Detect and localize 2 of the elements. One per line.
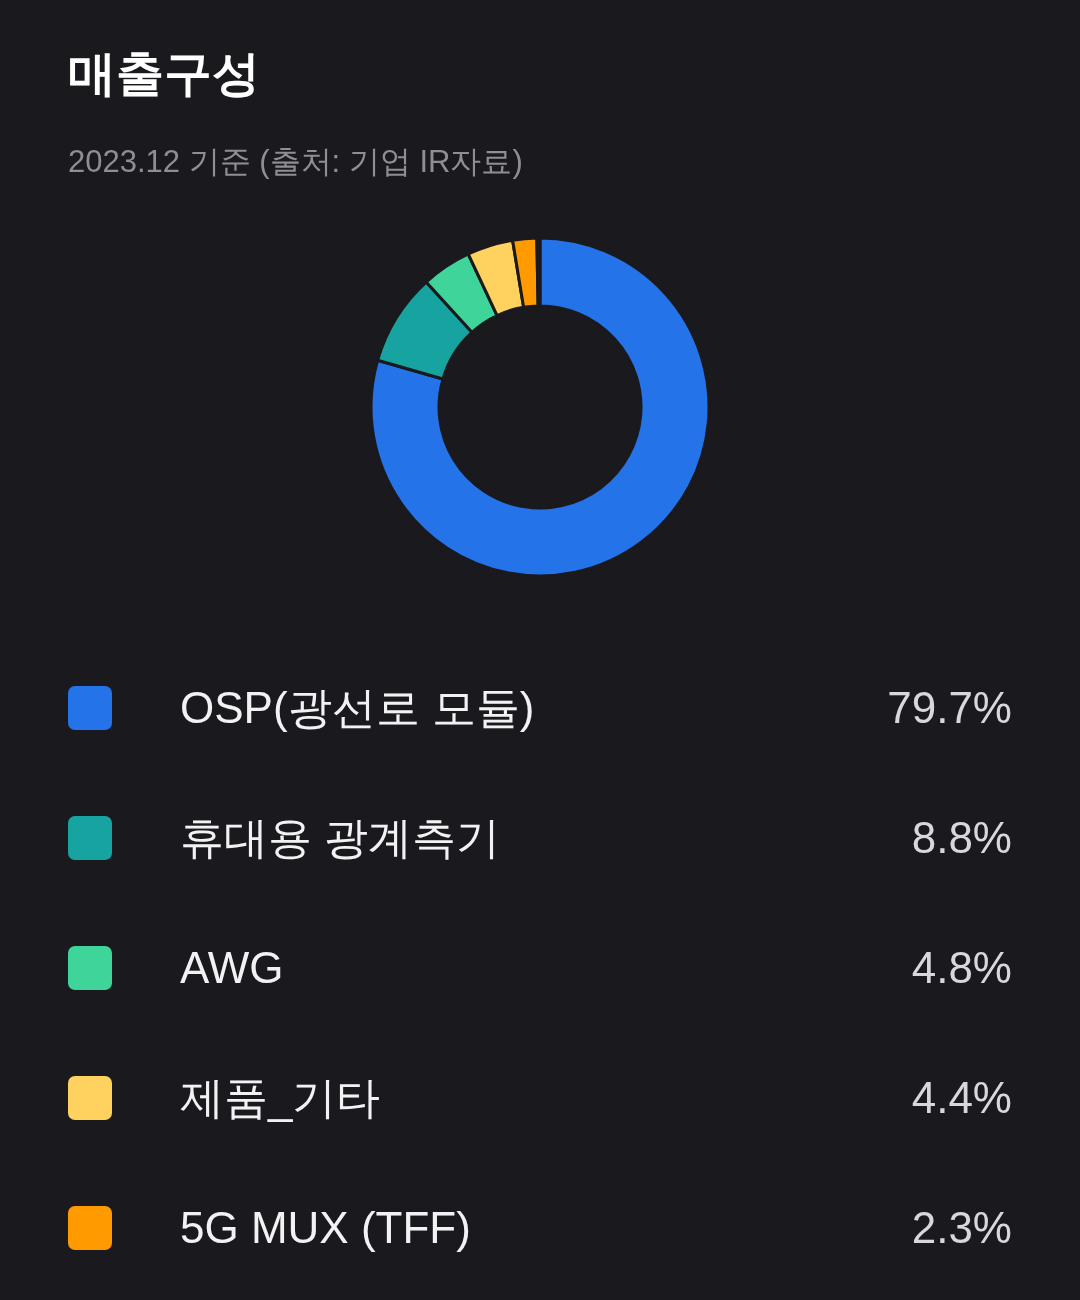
subtitle: 2023.12 기준 (출처: 기업 IR자료): [68, 144, 523, 179]
title: 매출구성: [68, 47, 260, 100]
